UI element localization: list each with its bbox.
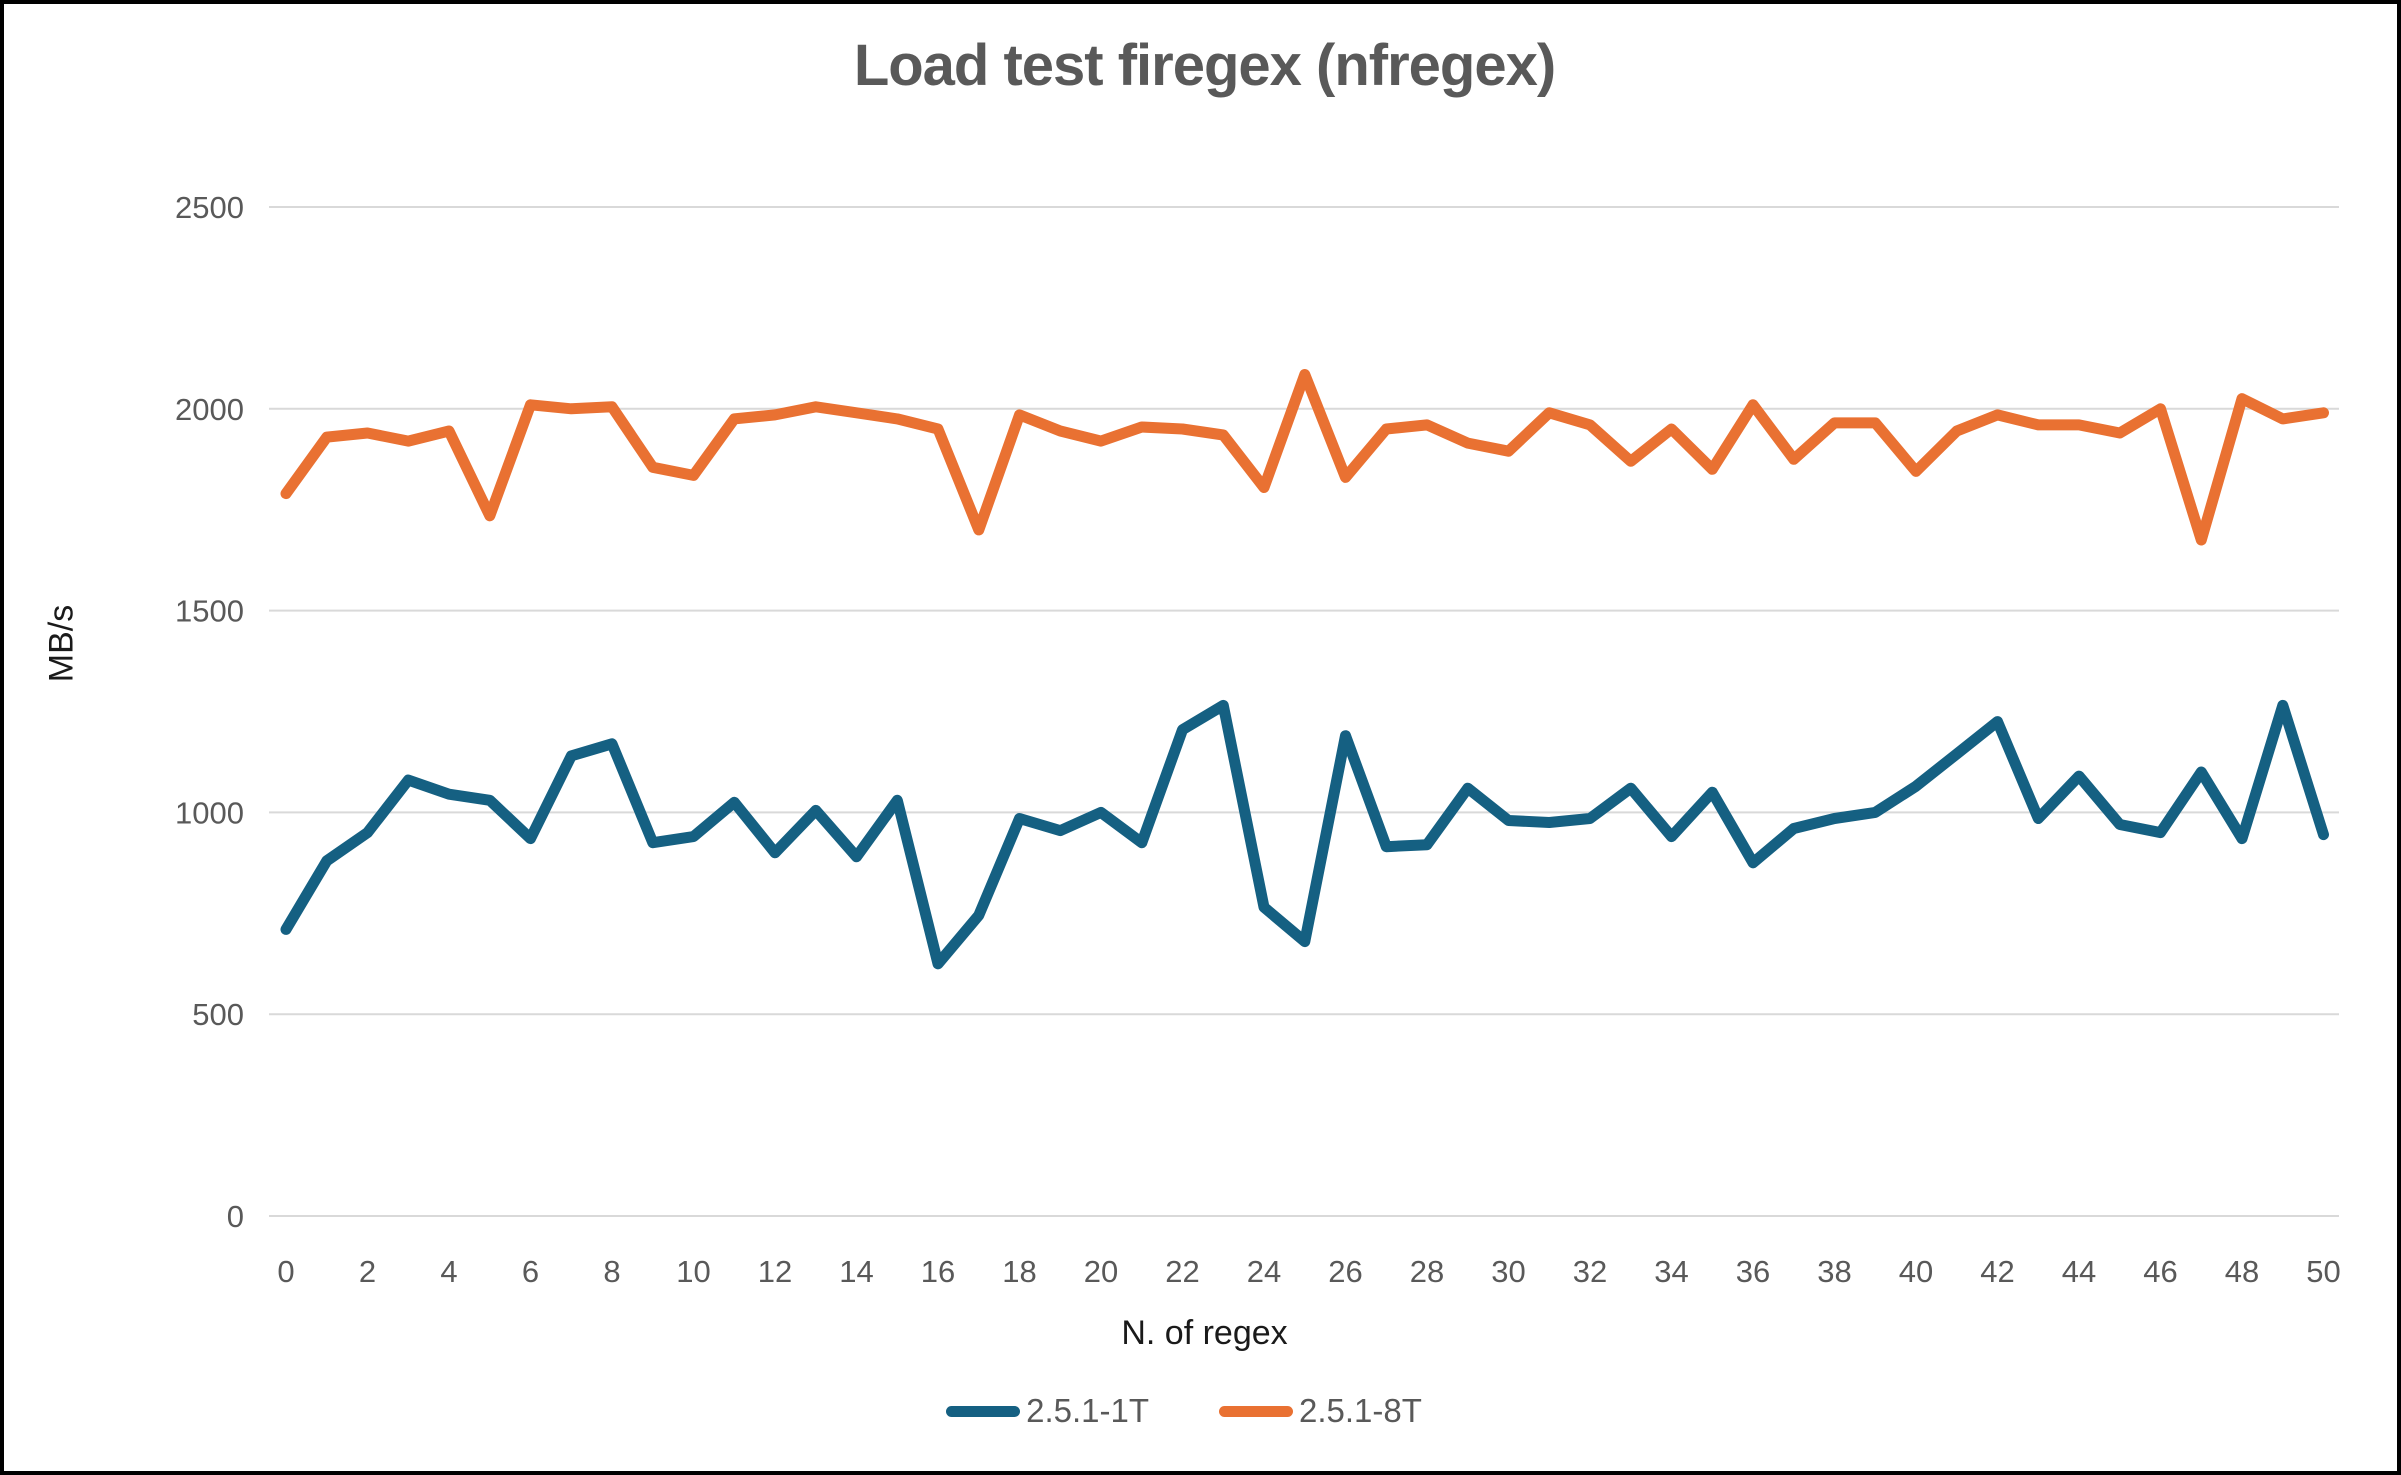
x-tick-label: 38 <box>1817 1254 1851 1289</box>
x-tick-label: 34 <box>1654 1254 1688 1289</box>
x-tick-label: 36 <box>1736 1254 1770 1289</box>
x-tick-label: 10 <box>676 1254 710 1289</box>
series-2-5-1-8t-line <box>280 369 2329 546</box>
x-tick-label: 8 <box>603 1254 620 1289</box>
x-tick-label: 30 <box>1491 1254 1525 1289</box>
legend-label-8t: 2.5.1-8T <box>1299 1392 1422 1429</box>
x-tick-label: 22 <box>1165 1254 1199 1289</box>
y-tick-label: 2500 <box>175 190 244 225</box>
series-2-5-1-1t-line <box>280 699 2329 970</box>
chart-title: Load test firegex (nfregex) <box>853 33 1556 98</box>
y-tick-label: 1500 <box>175 594 244 629</box>
x-tick-label: 40 <box>1899 1254 1933 1289</box>
y-tick-label: 1000 <box>175 795 244 830</box>
y-tick-label: 2000 <box>175 392 244 427</box>
x-axis-title: N. of regex <box>1121 1314 1288 1352</box>
x-tick-label: 6 <box>522 1254 539 1289</box>
legend-swatch-1t-icon <box>946 1405 1021 1417</box>
x-tick-label: 42 <box>1980 1254 2014 1289</box>
legend-item-8t: 2.5.1-8T <box>1219 1392 1422 1430</box>
x-tick-label: 0 <box>277 1254 294 1289</box>
x-tick-label: 44 <box>2062 1254 2096 1289</box>
y-axis-title: MB/s <box>42 604 81 683</box>
x-tick-label: 18 <box>1002 1254 1036 1289</box>
x-tick-label: 28 <box>1410 1254 1444 1289</box>
x-tick-label: 16 <box>921 1254 955 1289</box>
x-tick-label: 20 <box>1084 1254 1118 1289</box>
legend-item-1t: 2.5.1-1T <box>946 1392 1149 1430</box>
x-tick-label: 26 <box>1328 1254 1362 1289</box>
y-tick-label: 500 <box>192 997 244 1032</box>
legend-label-1t: 2.5.1-1T <box>1026 1392 1149 1429</box>
x-tick-label: 24 <box>1247 1254 1281 1289</box>
x-tick-label: 50 <box>2306 1254 2340 1289</box>
x-tick-label: 48 <box>2225 1254 2259 1289</box>
legend-swatch-8t-icon <box>1219 1405 1293 1417</box>
x-tick-label: 12 <box>758 1254 792 1289</box>
y-tick-label: 0 <box>227 1199 244 1234</box>
x-tick-label: 2 <box>359 1254 376 1289</box>
legend: 2.5.1-1T 2.5.1-8T <box>4 1392 2364 1430</box>
x-tick-label: 4 <box>440 1254 457 1289</box>
x-tick-label: 46 <box>2143 1254 2177 1289</box>
x-tick-label: 32 <box>1573 1254 1607 1289</box>
x-tick-label: 14 <box>839 1254 873 1289</box>
